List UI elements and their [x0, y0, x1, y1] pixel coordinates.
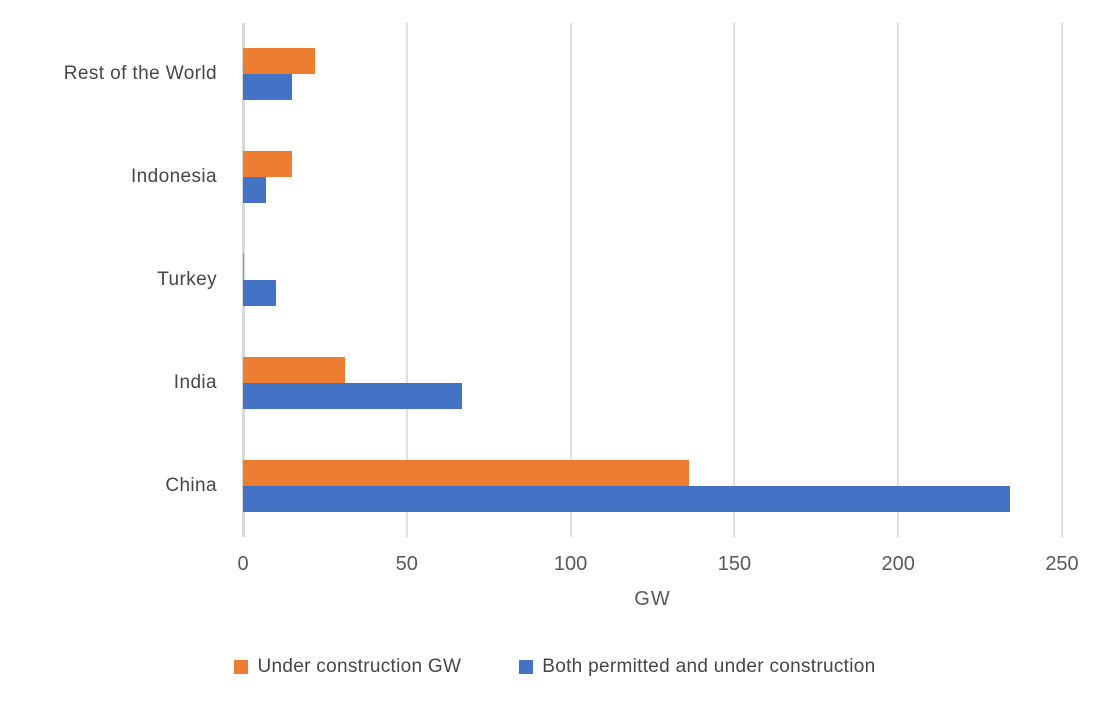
gridline-x-150	[733, 23, 736, 537]
x-tick-label-50: 50	[395, 553, 418, 575]
gridline-x-100	[569, 23, 572, 537]
legend-swatch-icon	[519, 660, 534, 674]
bar-both-permitted-and-under-construction-china	[243, 485, 1010, 512]
legend-item-under-construction-gw: Under construction GW	[234, 656, 461, 678]
gridline-x-50	[405, 23, 408, 537]
x-tick-label-250: 250	[1045, 553, 1079, 575]
bar-under-construction-gw-china	[243, 459, 689, 486]
legend: Under construction GW Both permitted and …	[0, 656, 1110, 678]
category-label-turkey: Turkey	[157, 269, 217, 290]
x-axis-title: GW	[634, 588, 671, 610]
bar-both-permitted-and-under-construction-turkey	[243, 280, 276, 306]
legend-item-both-permitted-and-under-construction: Both permitted and under construction	[519, 656, 875, 678]
legend-label: Both permitted and under construction	[542, 656, 876, 677]
bar-both-permitted-and-under-construction-indonesia	[243, 177, 266, 204]
bar-both-permitted-and-under-construction-rest-of-the-world	[243, 74, 293, 101]
bar-both-permitted-and-under-construction-india	[243, 382, 463, 409]
gridline-x-250	[1061, 23, 1063, 537]
bar-under-construction-gw-india	[243, 356, 345, 383]
legend-swatch-icon	[234, 660, 249, 674]
x-tick-label-200: 200	[881, 553, 915, 575]
bar-under-construction-gw-turkey	[243, 254, 244, 280]
bar-under-construction-gw-rest-of-the-world	[243, 48, 316, 75]
category-label-rest-of-the-world: Rest of the World	[63, 63, 217, 85]
category-label-india: India	[173, 371, 217, 393]
bar-under-construction-gw-indonesia	[243, 151, 293, 178]
plot-area	[242, 23, 1063, 537]
category-label-indonesia: Indonesia	[130, 166, 217, 188]
category-label-china: China	[165, 474, 217, 496]
x-tick-label-0: 0	[237, 553, 249, 575]
x-tick-label-150: 150	[717, 553, 752, 575]
gridline-x-200	[897, 23, 900, 537]
legend-label: Under construction GW	[257, 656, 462, 677]
x-tick-label-100: 100	[553, 553, 588, 575]
